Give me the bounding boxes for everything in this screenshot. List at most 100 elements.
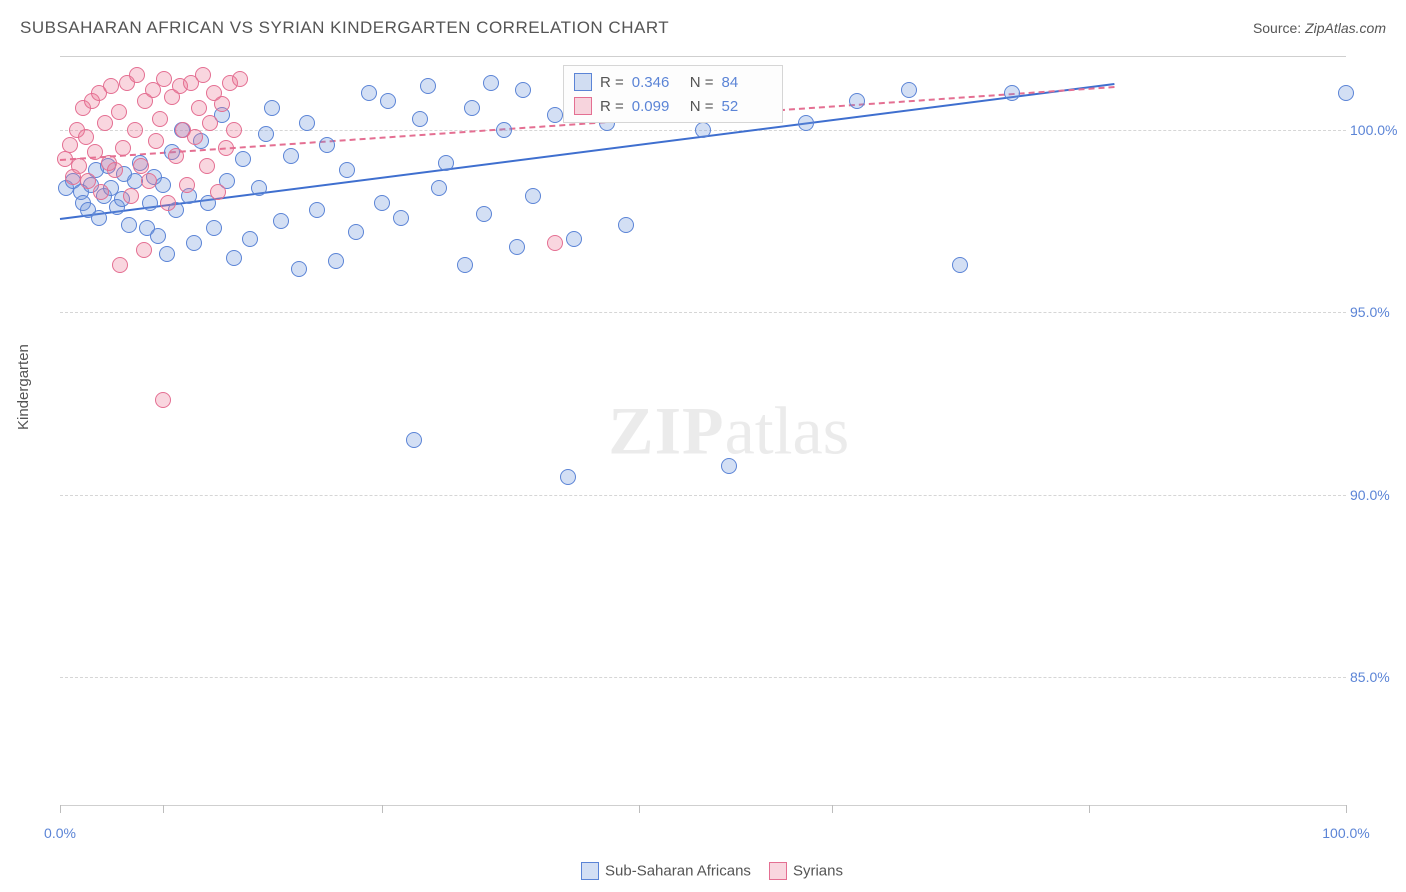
data-point-sub_saharan [328,253,344,269]
data-point-sub_saharan [952,257,968,273]
chart-source: Source: ZipAtlas.com [1253,20,1386,36]
data-point-sub_saharan [438,155,454,171]
data-point-sub_saharan [155,177,171,193]
data-point-sub_saharan [291,261,307,277]
data-point-syrians [226,122,242,138]
data-point-syrians [148,133,164,149]
legend-correlation: R =0.346N =84R =0.099N =52 [563,65,783,123]
legend-r-label: R = [600,74,624,91]
data-point-sub_saharan [380,93,396,109]
data-point-sub_saharan [483,75,499,91]
data-point-sub_saharan [560,469,576,485]
data-point-sub_saharan [309,202,325,218]
data-point-sub_saharan [420,78,436,94]
data-point-syrians [195,67,211,83]
y-tick-label: 90.0% [1350,487,1402,503]
data-point-syrians [87,144,103,160]
data-point-sub_saharan [547,107,563,123]
data-point-sub_saharan [235,151,251,167]
data-point-sub_saharan [273,213,289,229]
legend-r-value: 0.346 [632,74,682,91]
legend-swatch-syrians [574,97,592,115]
data-point-sub_saharan [242,231,258,247]
data-point-syrians [179,177,195,193]
data-point-syrians [107,162,123,178]
x-tick [1346,805,1347,813]
data-point-sub_saharan [618,217,634,233]
legend-row-syrians: R =0.099N =52 [574,94,772,118]
scatter-plot-area: 85.0%90.0%95.0%100.0%0.0%100.0%ZIPatlasR… [60,56,1346,806]
data-point-sub_saharan [159,246,175,262]
data-point-sub_saharan [406,432,422,448]
gridline-h [60,677,1346,678]
x-tick [163,805,164,813]
data-point-syrians [155,392,171,408]
y-tick-label: 85.0% [1350,669,1402,685]
gridline-h [60,495,1346,496]
legend-bottom: Sub-Saharan Africans Syrians [0,862,1406,880]
data-point-sub_saharan [849,93,865,109]
legend-label-syrians: Syrians [793,863,843,880]
data-point-sub_saharan [1338,85,1354,101]
source-value: ZipAtlas.com [1305,20,1386,36]
legend-n-label: N = [690,74,714,91]
data-point-syrians [232,71,248,87]
data-point-syrians [136,242,152,258]
data-point-sub_saharan [91,210,107,226]
legend-swatch-syrians [769,862,787,880]
data-point-syrians [199,158,215,174]
data-point-sub_saharan [299,115,315,131]
data-point-syrians [133,158,149,174]
data-point-sub_saharan [798,115,814,131]
data-point-sub_saharan [283,148,299,164]
data-point-syrians [115,140,131,156]
chart-header: SUBSAHARAN AFRICAN VS SYRIAN KINDERGARTE… [20,18,1386,38]
data-point-sub_saharan [186,235,202,251]
data-point-syrians [127,122,143,138]
data-point-sub_saharan [393,210,409,226]
legend-n-label: N = [690,98,714,115]
data-point-sub_saharan [509,239,525,255]
y-tick-label: 100.0% [1350,122,1402,138]
data-point-sub_saharan [121,217,137,233]
data-point-sub_saharan [339,162,355,178]
data-point-syrians [156,71,172,87]
x-tick [639,805,640,813]
x-tick [382,805,383,813]
data-point-syrians [152,111,168,127]
data-point-sub_saharan [515,82,531,98]
data-point-sub_saharan [264,100,280,116]
data-point-sub_saharan [431,180,447,196]
data-point-sub_saharan [374,195,390,211]
data-point-syrians [187,129,203,145]
legend-n-value: 52 [722,98,772,115]
chart-title: SUBSAHARAN AFRICAN VS SYRIAN KINDERGARTE… [20,18,669,38]
legend-swatch-sub_saharan [581,862,599,880]
data-point-sub_saharan [496,122,512,138]
data-point-syrians [141,173,157,189]
data-point-syrians [71,158,87,174]
data-point-sub_saharan [150,228,166,244]
data-point-syrians [97,115,113,131]
legend-label-sub_saharan: Sub-Saharan Africans [605,863,751,880]
legend-row-sub_saharan: R = 0.346 N = 84 [574,70,772,94]
data-point-sub_saharan [525,188,541,204]
x-tick-label: 100.0% [1322,825,1369,841]
legend-n-value: 84 [722,74,772,91]
y-axis-label: Kindergarten [15,344,32,430]
x-tick [60,805,61,813]
data-point-syrians [202,115,218,131]
x-tick [832,805,833,813]
data-point-syrians [547,235,563,251]
data-point-sub_saharan [1004,85,1020,101]
data-point-sub_saharan [412,111,428,127]
data-point-sub_saharan [206,220,222,236]
data-point-syrians [218,140,234,156]
data-point-syrians [62,137,78,153]
data-point-sub_saharan [721,458,737,474]
data-point-sub_saharan [464,100,480,116]
data-point-syrians [210,184,226,200]
data-point-sub_saharan [251,180,267,196]
source-label: Source: [1253,20,1301,36]
data-point-sub_saharan [566,231,582,247]
